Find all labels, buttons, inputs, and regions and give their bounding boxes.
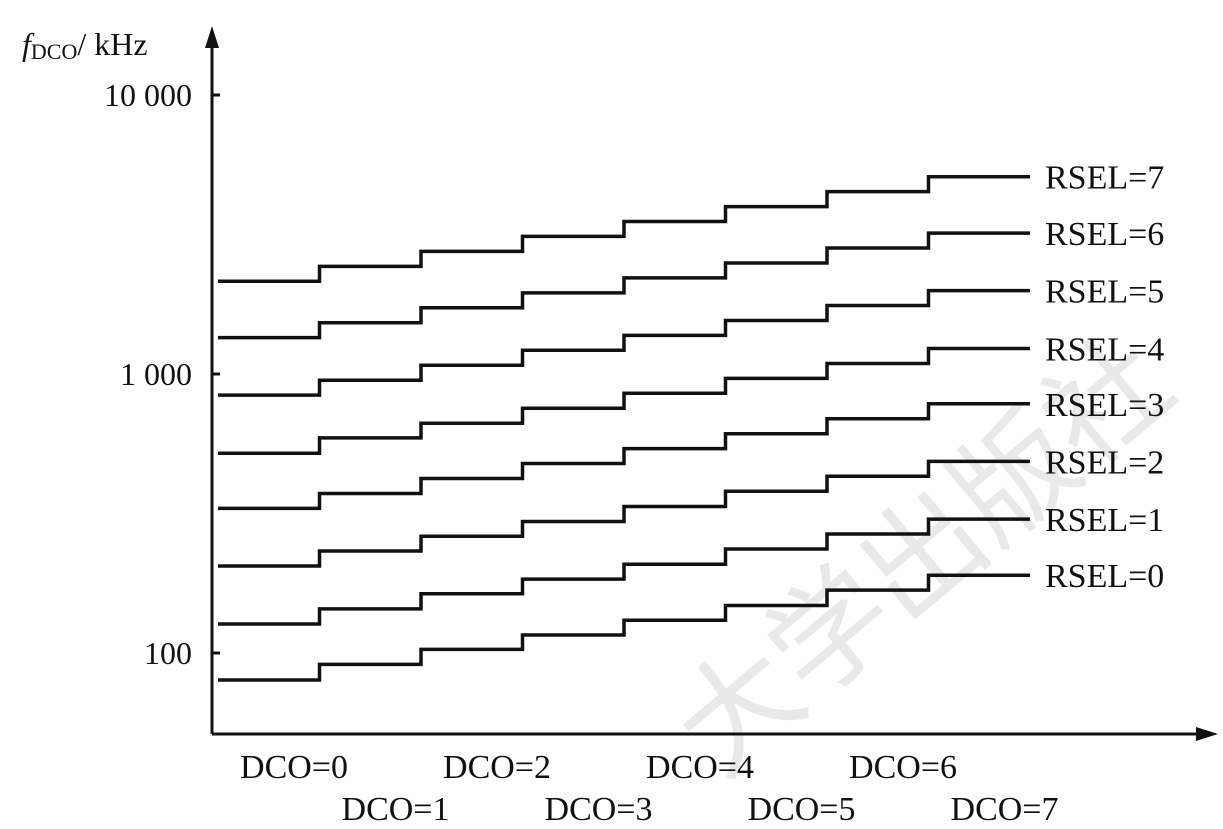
x-tick-label: DCO=4: [646, 749, 754, 786]
y-tick-label: 100: [144, 635, 192, 671]
x-tick-labels: DCO=0 DCO=1 DCO=2 DCO=3 DCO=4 DCO=5 DCO=6 DCO=7: [240, 749, 1058, 828]
y-tick-label: 1 000: [120, 356, 192, 392]
series-label: RSEL=1: [1045, 502, 1164, 539]
series-label: RSEL=2: [1045, 444, 1164, 481]
series-line: [218, 174, 1030, 283]
axes: [205, 26, 1218, 741]
series-group: [218, 174, 1030, 682]
y-axis-label-sub: DCO: [31, 39, 77, 64]
series-line: [218, 231, 1030, 340]
y-ticks: 10 000 1 000 100: [104, 77, 220, 671]
series-line: [218, 573, 1030, 682]
y-axis-label: fDCO/ kHz: [22, 26, 148, 64]
x-tick-label: DCO=1: [342, 791, 450, 828]
x-tick-label: DCO=5: [748, 791, 856, 828]
series-line: [218, 402, 1030, 511]
series-line: [218, 346, 1030, 455]
series-label: RSEL=4: [1045, 332, 1164, 369]
series-line: [218, 288, 1030, 397]
series-label: RSEL=0: [1045, 558, 1164, 595]
x-axis-arrow: [1196, 727, 1218, 741]
x-tick-label: DCO=2: [443, 749, 551, 786]
series-label: RSEL=7: [1045, 160, 1164, 197]
series-label: RSEL=6: [1045, 216, 1164, 253]
y-axis-label-unit: / kHz: [77, 26, 147, 62]
y-axis-arrow: [205, 26, 219, 48]
x-tick-label: DCO=3: [545, 791, 653, 828]
x-tick-label: DCO=7: [951, 791, 1059, 828]
y-tick-label: 10 000: [104, 77, 192, 113]
series-label: RSEL=3: [1045, 387, 1164, 424]
series-labels: RSEL=0 RSEL=1 RSEL=2 RSEL=3 RSEL=4 RSEL=5 RSEL…: [1045, 160, 1164, 596]
watermark-text: 大学出版社: [649, 310, 1198, 802]
series-label: RSEL=5: [1045, 274, 1164, 311]
x-tick-label: DCO=0: [240, 749, 348, 786]
series-line: [218, 517, 1030, 626]
series-line: [218, 459, 1030, 568]
x-tick-label: DCO=6: [849, 749, 957, 786]
